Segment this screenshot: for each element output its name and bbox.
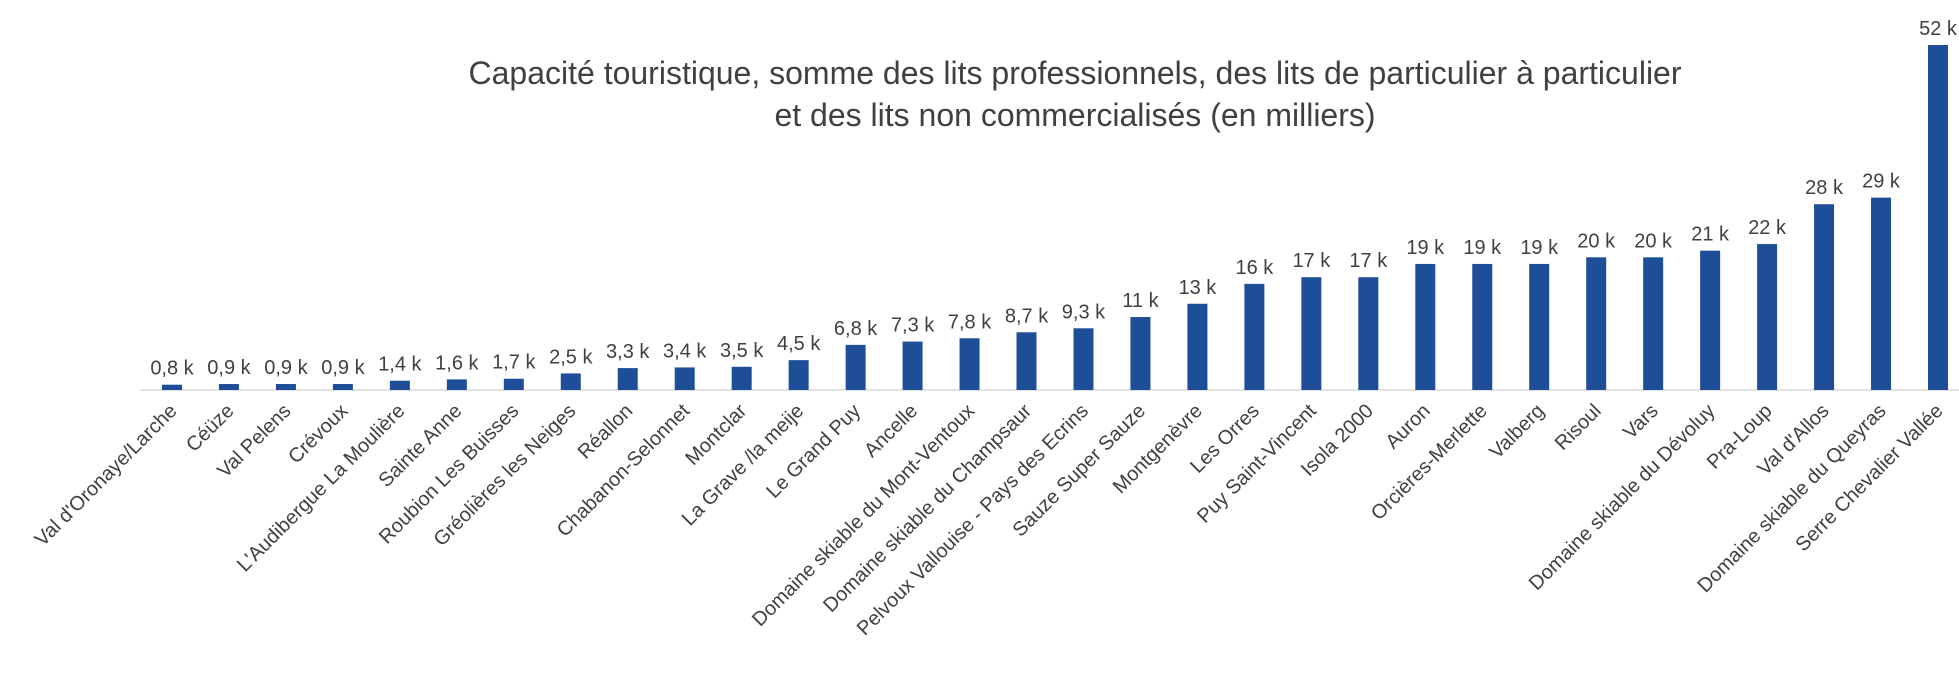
value-label: 8,7 k — [1005, 305, 1049, 327]
bar — [1928, 45, 1948, 390]
bar — [1700, 250, 1721, 390]
value-label: 28 k — [1805, 177, 1844, 199]
x-tick-label: Risoul — [1551, 400, 1606, 455]
value-label: 11 k — [1122, 290, 1159, 312]
bar — [788, 360, 809, 390]
bar — [1472, 263, 1493, 390]
bar — [674, 367, 695, 390]
bar — [1244, 283, 1265, 390]
bar — [1301, 277, 1322, 390]
bar — [1187, 303, 1208, 390]
x-tick-label: Auron — [1382, 400, 1435, 453]
value-label: 1,4 k — [378, 354, 422, 376]
value-label: 20 k — [1577, 230, 1616, 252]
value-label: 20 k — [1634, 230, 1673, 252]
value-label: 19 k — [1406, 237, 1445, 259]
value-label: 4,5 k — [777, 333, 821, 355]
bar — [617, 368, 638, 390]
value-label: 0,9 k — [207, 357, 251, 379]
value-label: 3,4 k — [663, 340, 707, 362]
value-label: 0,8 k — [150, 358, 194, 380]
bar — [1757, 244, 1778, 390]
bar — [902, 341, 923, 390]
bar — [731, 366, 752, 390]
value-label: 7,8 k — [948, 311, 992, 333]
value-label: 7,3 k — [891, 315, 935, 337]
bar — [389, 380, 410, 390]
bar — [503, 378, 524, 390]
bar — [1073, 328, 1094, 390]
value-label: 16 k — [1235, 257, 1274, 279]
bar — [1016, 332, 1037, 390]
bar — [959, 338, 980, 390]
x-tick-label: Domaine skiable du Champsaur — [819, 400, 1036, 617]
x-tick-label: Valberg — [1486, 400, 1549, 463]
bar — [218, 384, 239, 390]
value-label: 1,6 k — [435, 352, 479, 374]
x-tick-label: Céüze — [182, 400, 238, 456]
bar — [1871, 197, 1892, 390]
value-label: 9,3 k — [1062, 301, 1106, 323]
x-tick-label: Vars — [1619, 400, 1663, 444]
value-label: 3,3 k — [606, 341, 650, 363]
bar — [446, 379, 467, 390]
bar — [1358, 277, 1379, 390]
value-label: 2,5 k — [549, 346, 593, 368]
bar — [332, 384, 353, 390]
bar — [1814, 204, 1835, 390]
bar — [1586, 257, 1607, 390]
value-label: 22 k — [1748, 217, 1787, 239]
value-label: 17 k — [1349, 250, 1388, 272]
value-label: 52 k — [1919, 18, 1958, 40]
value-label: 13 k — [1179, 277, 1218, 299]
chart-title: et des lits non commercialisés (en milli… — [774, 97, 1375, 133]
bar — [1529, 263, 1550, 390]
chart-title: Capacité touristique, somme des lits pro… — [469, 55, 1682, 91]
value-label: 19 k — [1520, 237, 1559, 259]
value-label: 0,9 k — [264, 357, 308, 379]
bar — [1415, 263, 1436, 390]
value-label: 0,9 k — [321, 357, 365, 379]
bar — [162, 384, 182, 390]
bar — [275, 384, 296, 390]
value-label: 6,8 k — [834, 318, 878, 340]
value-label: 21 k — [1691, 224, 1730, 246]
value-label: 29 k — [1862, 171, 1901, 193]
bar — [560, 373, 581, 390]
value-label: 19 k — [1463, 237, 1502, 259]
bar — [1130, 317, 1151, 390]
value-label: 1,7 k — [492, 352, 536, 374]
value-label: 3,5 k — [720, 340, 764, 362]
bar — [845, 344, 866, 390]
value-label: 17 k — [1292, 250, 1331, 272]
bar — [1643, 257, 1664, 390]
x-tick-label: Val d'Oronaye/Larche — [31, 400, 182, 551]
